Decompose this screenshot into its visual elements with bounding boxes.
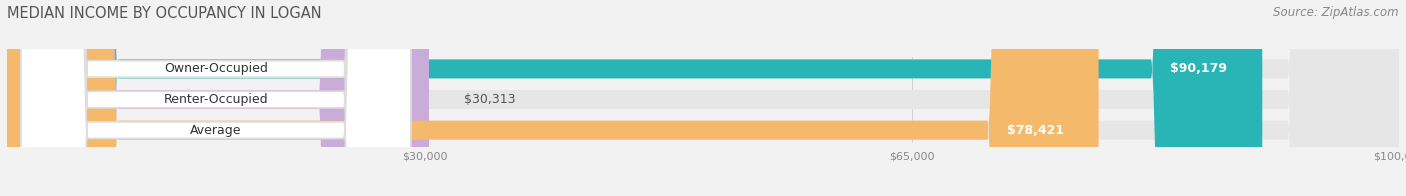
FancyBboxPatch shape	[21, 0, 411, 196]
FancyBboxPatch shape	[7, 0, 1098, 196]
Text: Source: ZipAtlas.com: Source: ZipAtlas.com	[1274, 6, 1399, 19]
FancyBboxPatch shape	[7, 0, 1399, 196]
FancyBboxPatch shape	[21, 0, 411, 196]
Text: MEDIAN INCOME BY OCCUPANCY IN LOGAN: MEDIAN INCOME BY OCCUPANCY IN LOGAN	[7, 6, 322, 21]
FancyBboxPatch shape	[7, 0, 1399, 196]
Text: Average: Average	[190, 124, 242, 137]
FancyBboxPatch shape	[7, 0, 429, 196]
FancyBboxPatch shape	[21, 0, 411, 196]
Text: $78,421: $78,421	[1007, 124, 1064, 137]
FancyBboxPatch shape	[7, 0, 1263, 196]
FancyBboxPatch shape	[7, 0, 1399, 196]
Text: $90,179: $90,179	[1170, 62, 1227, 75]
Text: Owner-Occupied: Owner-Occupied	[165, 62, 267, 75]
Text: $30,313: $30,313	[464, 93, 515, 106]
Text: Renter-Occupied: Renter-Occupied	[163, 93, 269, 106]
